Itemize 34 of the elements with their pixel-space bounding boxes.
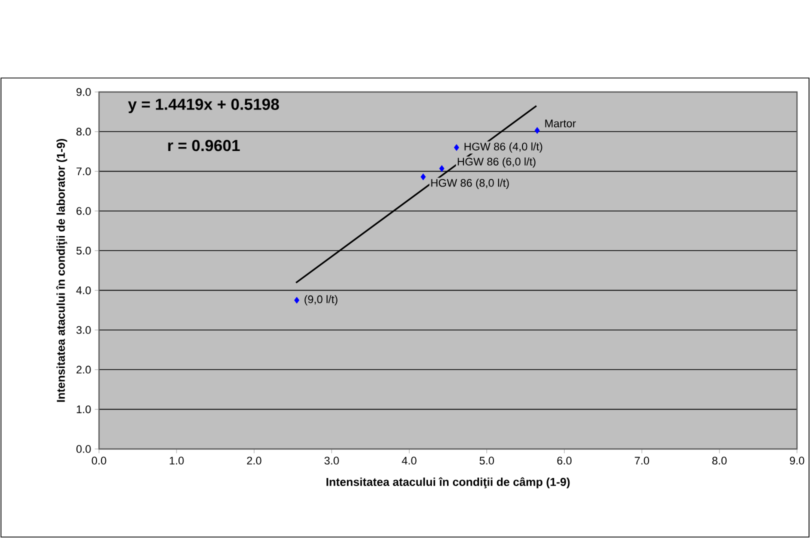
y-tick-label: 7.0 [76, 167, 91, 176]
annotation: HGW 86 (8,0 l/t) [431, 178, 509, 189]
y-tick-label: 6.0 [76, 207, 91, 215]
point [439, 165, 444, 172]
x-tick-label: 0.0 [92, 456, 106, 465]
point [534, 127, 540, 134]
annotation: HGW 86 (4,0 l/t) [464, 142, 542, 153]
y-tick-label: 0.0 [76, 445, 91, 453]
y-axis-title: Intensitatea atacului în condiţii de laborator (1-9) [56, 138, 68, 402]
y-tick-label: 8.0 [76, 128, 91, 136]
x-tick-label: 7.0 [634, 456, 650, 465]
x-tick-label: 5.0 [480, 456, 494, 465]
y-tick-label: 2.0 [76, 366, 91, 374]
y-tick-label: 4.0 [76, 286, 91, 294]
x-tick-label: 9.0 [790, 456, 804, 465]
x-tick-label: 1.0 [170, 456, 184, 465]
x-tick-label: 6.0 [557, 456, 572, 465]
annotation: y = 1.4419x + 0.5198 [128, 98, 279, 114]
annotation: (9,0 l/t) [304, 295, 338, 306]
y-tick-label: 9.0 [76, 88, 91, 96]
y-tick-label: 5.0 [76, 246, 91, 255]
annotation: Martor [545, 120, 576, 128]
x-tick-label: 2.0 [247, 456, 262, 465]
point [420, 173, 426, 180]
x-tick-label: 3.0 [324, 456, 339, 465]
annotation: r = 0.9601 [168, 140, 240, 152]
point [454, 144, 460, 151]
annotation: HGW 86 (6,0 l/t) [458, 157, 536, 168]
x-tick-label: 4.0 [402, 456, 416, 465]
point [294, 296, 300, 304]
x-axis-title: Intensitatea atacului în condiţii de câmp (1-9) [326, 477, 570, 488]
y-tick-label: 3.0 [76, 326, 91, 334]
y-tick-label: 1.0 [76, 405, 91, 414]
x-tick-label: 8.0 [712, 456, 727, 465]
